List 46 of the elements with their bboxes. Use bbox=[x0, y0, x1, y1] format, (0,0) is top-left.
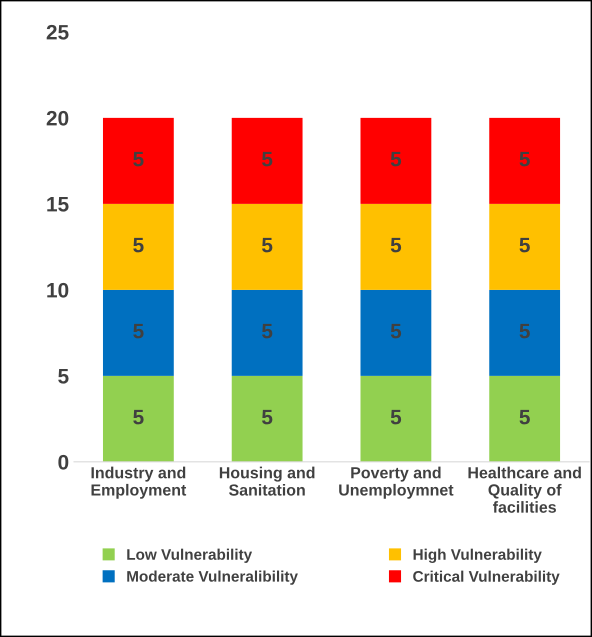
bar bbox=[102, 118, 174, 204]
data-label: 5 bbox=[133, 238, 144, 252]
data-label: 5 bbox=[390, 238, 402, 252]
data-label: 5 bbox=[520, 324, 530, 338]
x-tick-label: Healthcare and Quality of facilities bbox=[468, 466, 581, 513]
y-tick-label: 15 bbox=[47, 197, 69, 212]
bar bbox=[232, 376, 303, 462]
data-label: 5 bbox=[262, 324, 272, 338]
bar bbox=[232, 290, 303, 376]
x-tick-label: Housing and Sanitation bbox=[220, 466, 314, 496]
bar bbox=[489, 376, 560, 462]
x-tick-label: Poverty and Unemploymnet bbox=[339, 466, 454, 499]
y-tick-label: 20 bbox=[46, 110, 68, 126]
bar bbox=[102, 376, 174, 462]
data-label: 5 bbox=[262, 410, 272, 424]
legend-label: Low Vulnerability bbox=[127, 548, 252, 563]
legend-label: High Vulnerability bbox=[414, 548, 542, 563]
data-label: 5 bbox=[520, 152, 530, 166]
bar bbox=[232, 204, 303, 290]
data-label: 5 bbox=[520, 238, 530, 252]
x-tick-label: Industry and Employment bbox=[92, 466, 186, 499]
data-label: 5 bbox=[390, 152, 402, 166]
bar bbox=[360, 290, 432, 376]
bar bbox=[360, 118, 432, 204]
bar bbox=[102, 204, 174, 290]
bar bbox=[489, 118, 560, 204]
data-label: 5 bbox=[262, 152, 272, 166]
y-tick-label: 0 bbox=[58, 454, 68, 470]
data-label: 5 bbox=[133, 324, 144, 338]
bar bbox=[232, 118, 303, 204]
y-tick-label: 25 bbox=[46, 24, 69, 40]
data-label: 5 bbox=[390, 410, 402, 424]
data-label: 5 bbox=[520, 410, 530, 424]
legend-label: Moderate Vulneralibility bbox=[127, 570, 298, 585]
bar bbox=[360, 376, 432, 462]
data-label: 5 bbox=[133, 152, 144, 166]
bar bbox=[360, 204, 432, 290]
y-tick-label: 10 bbox=[47, 282, 68, 298]
legend-label: Critical Vulnerability bbox=[413, 570, 560, 585]
data-label: 5 bbox=[133, 410, 144, 424]
data-label: 5 bbox=[262, 238, 272, 252]
bar bbox=[489, 290, 560, 376]
data-label: 5 bbox=[390, 324, 402, 338]
bar bbox=[489, 204, 560, 290]
bar bbox=[102, 290, 174, 376]
y-tick-label: 5 bbox=[58, 369, 69, 384]
